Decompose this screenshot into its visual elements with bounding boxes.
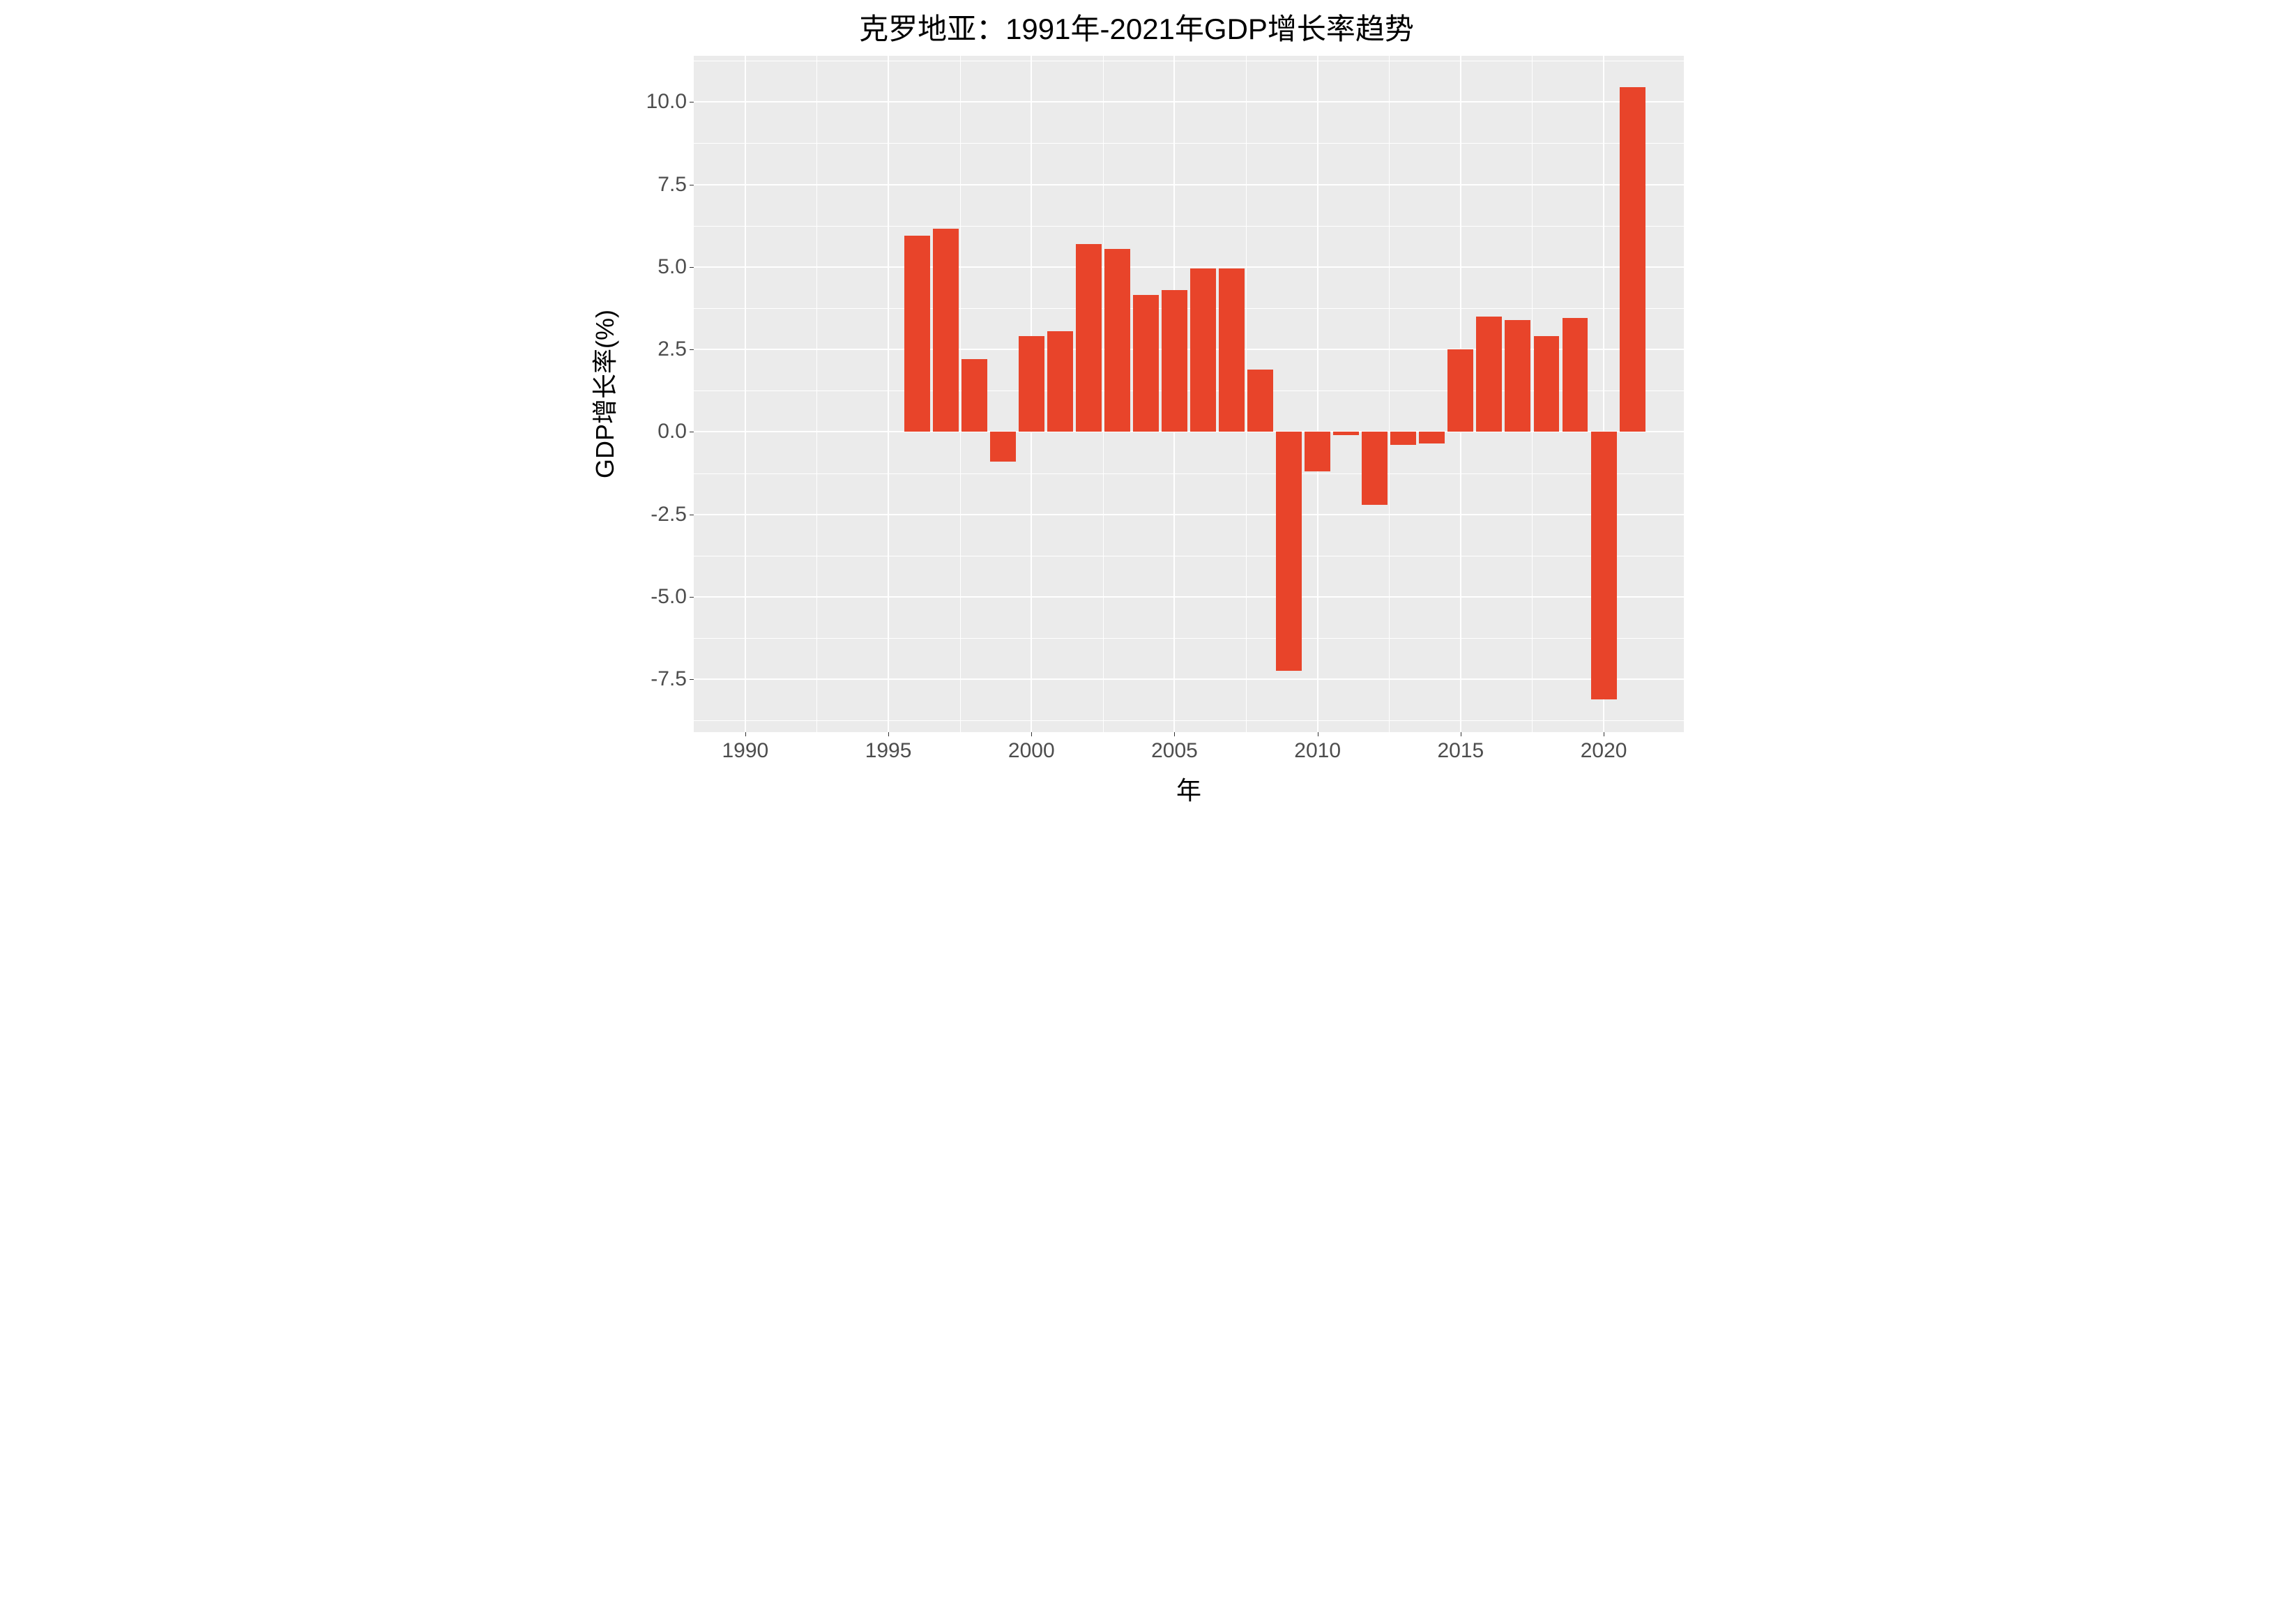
grid-v-minor: [1389, 56, 1390, 732]
y-tick-label: 2.5: [657, 337, 687, 361]
bar: [1219, 268, 1245, 432]
bar: [904, 236, 930, 432]
bar: [1447, 349, 1473, 432]
y-tick-mark: [690, 597, 694, 598]
x-tick-mark: [888, 732, 889, 736]
grid-h-minor: [694, 308, 1684, 309]
bar: [1247, 370, 1273, 432]
bar: [1133, 295, 1159, 432]
x-tick-label: 1995: [865, 739, 912, 763]
x-tick-mark: [745, 732, 746, 736]
grid-h-major: [694, 514, 1684, 515]
x-tick-label: 2010: [1294, 739, 1341, 763]
x-tick-label: 2020: [1581, 739, 1627, 763]
grid-v-minor: [816, 56, 817, 732]
x-tick-label: 2000: [1008, 739, 1055, 763]
bar: [1104, 249, 1130, 432]
y-tick-label: -7.5: [651, 667, 687, 691]
bar: [1019, 336, 1044, 432]
grid-v-minor: [1103, 56, 1104, 732]
y-axis-label: GDP增长率(%): [585, 310, 621, 478]
grid-h-minor: [694, 226, 1684, 227]
bar: [1476, 317, 1502, 432]
bar: [1563, 318, 1588, 432]
x-tick-label: 2015: [1438, 739, 1484, 763]
y-tick-mark: [690, 102, 694, 103]
grid-v-minor: [1532, 56, 1533, 732]
bar: [1305, 432, 1330, 471]
y-tick-label: -5.0: [651, 585, 687, 609]
grid-h-major: [694, 101, 1684, 103]
y-tick-label: 0.0: [657, 420, 687, 443]
grid-h-major: [694, 678, 1684, 680]
y-tick-label: -2.5: [651, 503, 687, 526]
bar: [961, 359, 987, 432]
y-tick-label: 5.0: [657, 255, 687, 279]
y-tick-mark: [690, 267, 694, 268]
bar: [1534, 336, 1560, 432]
grid-h-minor: [694, 473, 1684, 474]
grid-h-minor: [694, 720, 1684, 721]
x-tick-label: 1990: [722, 739, 768, 763]
bar: [1162, 290, 1187, 432]
bar: [1362, 432, 1388, 504]
grid-h-major: [694, 596, 1684, 598]
y-tick-label: 10.0: [646, 90, 687, 114]
x-tick-mark: [1031, 732, 1032, 736]
bar: [1190, 268, 1216, 432]
y-tick-mark: [690, 349, 694, 350]
y-tick-mark: [690, 679, 694, 680]
bar: [1419, 432, 1445, 443]
grid-h-minor: [694, 143, 1684, 144]
plot-area: -7.5-5.0-2.50.02.55.07.510.0199019952000…: [694, 56, 1684, 732]
x-tick-mark: [1174, 732, 1175, 736]
grid-v-minor: [960, 56, 961, 732]
grid-h-major: [694, 184, 1684, 185]
bar: [990, 432, 1016, 462]
chart-container: 克罗地亚：1991年-2021年GDP增长率趋势 -7.5-5.0-2.50.0…: [568, 0, 1705, 812]
x-tick-label: 2005: [1151, 739, 1198, 763]
bar: [1620, 87, 1645, 432]
bar: [1390, 432, 1416, 445]
bar: [1591, 432, 1617, 699]
bar: [1047, 331, 1073, 432]
bar: [1333, 432, 1359, 435]
grid-v-major: [1317, 56, 1318, 732]
bar: [933, 229, 959, 432]
grid-h-minor: [694, 638, 1684, 639]
bar: [1276, 432, 1302, 671]
grid-v-major: [745, 56, 746, 732]
bar: [1505, 320, 1530, 432]
bar: [1076, 244, 1102, 432]
chart-title: 克罗地亚：1991年-2021年GDP增长率趋势: [568, 6, 1705, 48]
grid-v-major: [888, 56, 889, 732]
grid-v-minor: [1246, 56, 1247, 732]
x-axis-label: 年: [1176, 771, 1201, 807]
grid-h-major: [694, 266, 1684, 268]
y-tick-label: 7.5: [657, 173, 687, 197]
